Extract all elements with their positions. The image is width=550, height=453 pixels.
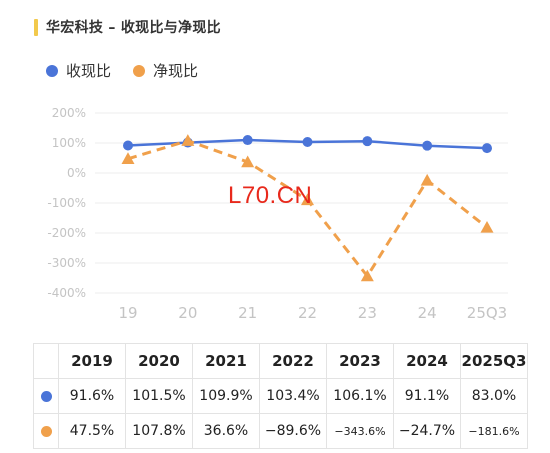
x-tick-label: 21 — [238, 304, 257, 322]
legend-item-net-cash-ratio[interactable]: 净现比 — [133, 60, 198, 81]
table-row: 91.6% 101.5% 109.9% 103.4% 106.1% 91.1% … — [33, 378, 528, 414]
table-cell: −181.6% — [460, 413, 528, 449]
data-point-triangle — [121, 152, 135, 164]
x-tick-label: 23 — [358, 304, 377, 322]
data-point-circle — [123, 140, 133, 151]
table-cell: 83.0% — [460, 378, 528, 414]
legend-item-cash-ratio[interactable]: 收现比 — [46, 60, 111, 81]
series-dot-icon — [40, 390, 52, 402]
table-cell: −24.7% — [393, 413, 461, 449]
data-point-circle — [482, 143, 492, 154]
chart-title: 华宏科技 – 收现比与净现比 — [46, 20, 221, 36]
table-cell: 106.1% — [326, 378, 394, 414]
data-point-triangle — [480, 220, 494, 233]
watermark: L70.CN — [228, 182, 313, 209]
y-tick-label: -400% — [47, 286, 86, 300]
x-tick-label: 25Q3 — [467, 304, 507, 322]
y-tick-label: 100% — [52, 136, 86, 150]
legend: 收现比 净现比 — [46, 60, 220, 81]
table-cell: 47.5% — [58, 413, 126, 449]
table-cell: 91.1% — [393, 378, 461, 414]
data-table: 2019 2020 2021 2022 2023 2024 2025Q3 91.… — [33, 343, 528, 449]
table-cell: 101.5% — [125, 378, 193, 414]
y-tick-label: -200% — [47, 226, 86, 240]
x-tick-label: 22 — [298, 304, 317, 322]
chart-title-bar: 华宏科技 – 收现比与净现比 — [34, 17, 221, 37]
y-tick-label: -300% — [47, 256, 86, 270]
table-cell: −89.6% — [259, 413, 327, 449]
data-point-circle — [362, 136, 373, 147]
table-cell: 109.9% — [192, 378, 260, 414]
table-header-corner — [33, 343, 59, 379]
row-series-marker — [33, 413, 59, 449]
data-point-circle — [242, 135, 253, 146]
data-point-triangle — [420, 173, 434, 186]
series-dot-icon — [40, 425, 52, 437]
table-header-cell: 2019 — [58, 343, 126, 379]
table-cell: 91.6% — [58, 378, 126, 414]
x-tick-label: 20 — [178, 304, 197, 322]
table-header-cell: 2024 — [393, 343, 461, 379]
table-header-row: 2019 2020 2021 2022 2023 2024 2025Q3 — [33, 343, 528, 379]
table-header-cell: 2021 — [192, 343, 260, 379]
data-point-triangle — [181, 134, 195, 146]
table-cell: 103.4% — [259, 378, 327, 414]
y-tick-label: 200% — [52, 106, 86, 120]
legend-dot-icon — [133, 64, 146, 77]
y-tick-label: -100% — [47, 196, 86, 210]
table-row: 47.5% 107.8% 36.6% −89.6% −343.6% −24.7%… — [33, 413, 528, 449]
table-header-cell: 2022 — [259, 343, 327, 379]
table-header-cell: 2023 — [326, 343, 394, 379]
legend-dot-icon — [46, 64, 58, 77]
title-accent-bar — [34, 18, 38, 36]
table-header-cell: 2025Q3 — [460, 343, 528, 379]
y-tick-label: 0% — [67, 166, 86, 180]
table-cell: 36.6% — [192, 413, 260, 449]
data-point-circle — [422, 140, 433, 151]
data-point-triangle — [241, 155, 255, 168]
data-point-triangle — [301, 193, 314, 206]
legend-label: 净现比 — [153, 62, 199, 80]
row-series-marker — [33, 378, 59, 414]
data-point-triangle — [360, 269, 374, 282]
table-cell: 107.8% — [125, 413, 193, 449]
table-header-cell: 2020 — [125, 343, 193, 379]
x-tick-label: 24 — [418, 304, 437, 322]
data-point-circle — [302, 136, 313, 147]
table-cell: −343.6% — [326, 413, 394, 449]
legend-label: 收现比 — [66, 62, 112, 80]
x-tick-label: 19 — [118, 304, 137, 322]
line-chart: 200% 100% 0% -100% -200% -300% -400% 19 20 21 22 23… — [47, 106, 508, 322]
